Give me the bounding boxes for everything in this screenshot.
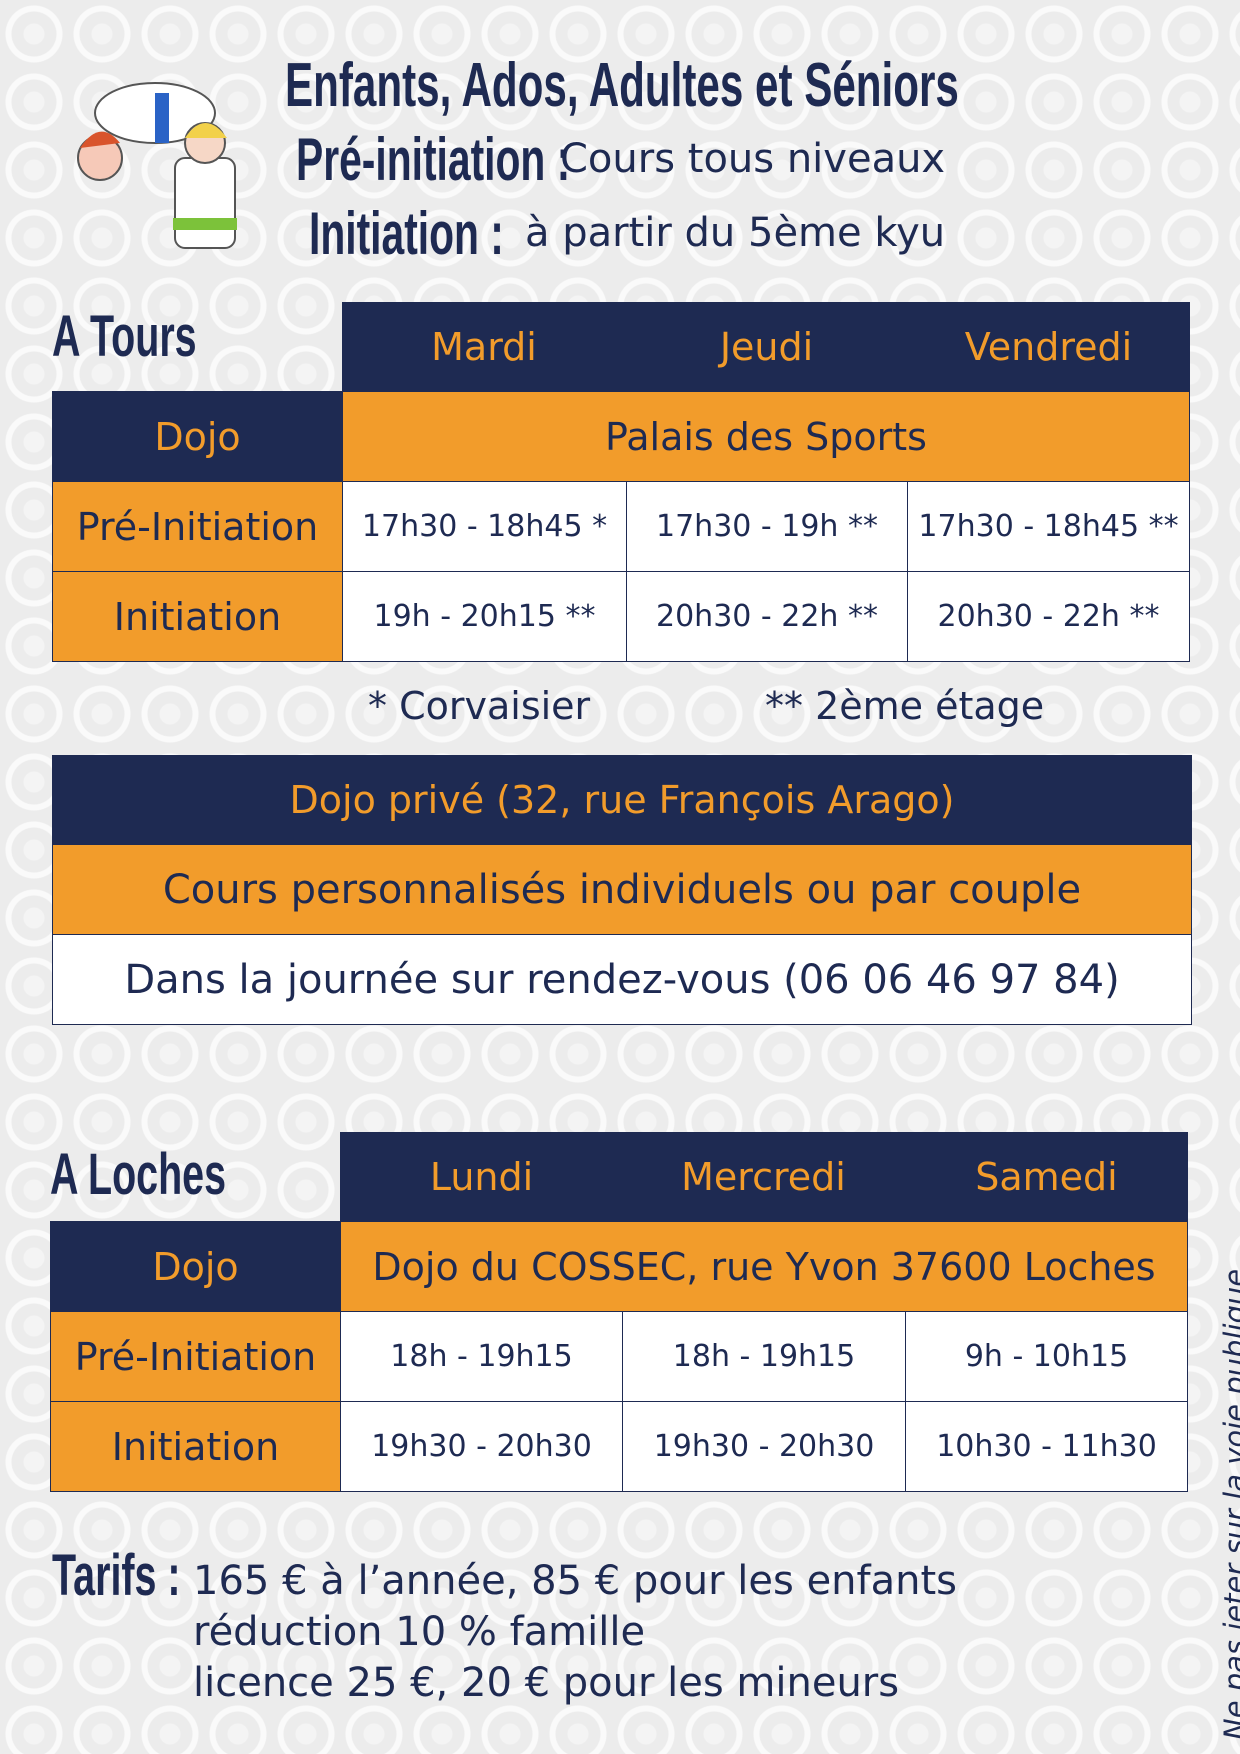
footnote: * Corvaisier — [368, 684, 591, 728]
dojo-label: Dojo — [50, 1221, 341, 1312]
time-cell: 9h - 10h15 — [905, 1311, 1188, 1402]
initiation-text: à partir du 5ème kyu — [525, 210, 946, 256]
private-dojo-info: Dans la journée sur rendez-vous (06 06 4… — [52, 934, 1192, 1025]
row-label: Pré-Initiation — [50, 1311, 341, 1402]
tarifs-list: 165 € à l’année, 85 € pour les enfants r… — [193, 1556, 957, 1709]
tarif-line: 165 € à l’année, 85 € pour les enfants — [193, 1558, 958, 1604]
time-cell: 17h30 - 18h45 * — [342, 481, 627, 572]
private-dojo-subtitle: Cours personnalisés individuels ou par c… — [52, 844, 1192, 935]
day-header: Lundi — [429, 1155, 534, 1199]
time-cell: 17h30 - 18h45 ** — [907, 481, 1190, 572]
time-cell: 19h - 20h15 ** — [342, 571, 627, 662]
row-label: Initiation — [50, 1401, 341, 1492]
loches-heading: A Loches — [50, 1141, 227, 1207]
pre-initiation-label: Pré-initiation : — [296, 125, 571, 193]
private-dojo-title: Dojo privé (32, rue François Arago) — [52, 755, 1192, 845]
row-label: Initiation — [52, 571, 343, 662]
tarif-line: licence 25 €, 20 € pour les mineurs — [193, 1660, 900, 1706]
tarifs-label: Tarifs : — [52, 1542, 181, 1608]
tours-heading: A Tours — [52, 303, 197, 369]
time-cell: 10h30 - 11h30 — [905, 1401, 1188, 1492]
time-cell: 18h - 19h15 — [622, 1311, 906, 1402]
day-header: Mardi — [431, 325, 537, 369]
pre-initiation-text: Cours tous niveaux — [560, 136, 946, 182]
day-header: Samedi — [975, 1155, 1118, 1199]
dojo-label: Dojo — [52, 391, 343, 482]
footnote: ** 2ème étage — [765, 684, 1045, 728]
time-cell: 19h30 - 20h30 — [340, 1401, 623, 1492]
day-header: Mercredi — [681, 1155, 846, 1199]
day-header: Vendredi — [964, 325, 1133, 369]
tours-days-header — [342, 302, 1190, 392]
time-cell: 17h30 - 19h ** — [626, 481, 908, 572]
judo-kids-illustration — [55, 58, 270, 268]
page-title: Enfants, Ados, Adultes et Séniors — [285, 50, 959, 120]
day-header: Jeudi — [719, 325, 814, 369]
time-cell: 18h - 19h15 — [340, 1311, 623, 1402]
side-note: Ne pas jeter sur la voie publique. — [1218, 1259, 1240, 1740]
dojo-value: Palais des Sports — [342, 391, 1190, 482]
initiation-label: Initiation : — [309, 199, 504, 267]
dojo-value: Dojo du COSSEC, rue Yvon 37600 Loches — [340, 1221, 1188, 1312]
row-label: Pré-Initiation — [52, 481, 343, 572]
tarif-line: réduction 10 % famille — [193, 1609, 646, 1655]
time-cell: 20h30 - 22h ** — [907, 571, 1190, 662]
time-cell: 19h30 - 20h30 — [622, 1401, 906, 1492]
loches-days-header — [340, 1132, 1188, 1222]
time-cell: 20h30 - 22h ** — [626, 571, 908, 662]
